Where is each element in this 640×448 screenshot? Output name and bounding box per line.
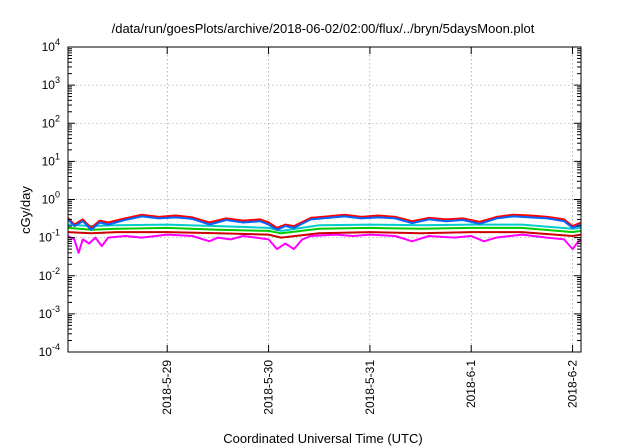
y-tick-label-exponent: 0: [55, 190, 60, 200]
chart-title: /data/run/goesPlots/archive/2018-06-02/0…: [112, 21, 535, 36]
y-tick-label-base: 10: [39, 345, 53, 359]
y-tick-label-exponent: 4: [55, 37, 60, 47]
y-tick-label-base: 10: [39, 269, 53, 283]
y-tick-label: 10-1: [39, 228, 60, 245]
series-line-5: [67, 213, 582, 229]
y-tick-label: 102: [42, 113, 60, 130]
y-tick-label: 100: [42, 190, 60, 207]
series-line-6: [67, 215, 582, 231]
y-tick-label-exponent: -3: [52, 304, 60, 314]
x-axis-label: Coordinated Universal Time (UTC): [223, 431, 422, 446]
x-tick-label: 2018-5-30: [262, 360, 276, 415]
y-tick-label-base: 10: [42, 78, 56, 92]
y-tick-label: 10-4: [39, 342, 60, 359]
y-tick-label-base: 10: [42, 116, 56, 130]
y-tick-label: 104: [42, 37, 60, 54]
y-tick-label: 101: [42, 151, 60, 168]
x-tick-label: 2018-5-29: [160, 360, 174, 415]
y-tick-label-exponent: 1: [55, 151, 60, 161]
y-tick-label-base: 10: [42, 193, 56, 207]
y-tick-label: 10-3: [39, 304, 60, 321]
y-tick-label-exponent: 2: [55, 113, 60, 123]
y-tick-label-base: 10: [39, 231, 53, 245]
y-tick-label-base: 10: [42, 154, 56, 168]
grid: [68, 47, 581, 352]
y-tick-label-base: 10: [42, 40, 56, 54]
series-group: [67, 213, 582, 254]
y-tick-label-exponent: 3: [55, 75, 60, 85]
axes: 10-410-310-210-11001011021031042018-5-29…: [39, 37, 582, 415]
series-line-2: [67, 231, 582, 239]
series-line-1: [67, 233, 582, 254]
x-tick-label: 2018-6-1: [464, 360, 478, 408]
series-line-4: [67, 223, 582, 232]
y-tick-label-exponent: -2: [52, 266, 60, 276]
y-axis-label: cGy/day: [18, 186, 33, 234]
series-line-3: [67, 226, 582, 235]
y-tick-label: 10-2: [39, 266, 60, 283]
y-tick-label-base: 10: [39, 307, 53, 321]
y-tick-label: 103: [42, 75, 60, 92]
x-tick-label: 2018-5-31: [363, 360, 377, 415]
y-tick-label-exponent: -4: [52, 342, 60, 352]
y-tick-label-exponent: -1: [52, 228, 60, 238]
x-tick-label: 2018-6-2: [566, 360, 580, 408]
